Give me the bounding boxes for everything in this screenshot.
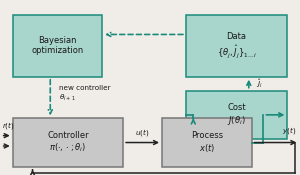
FancyBboxPatch shape bbox=[162, 118, 251, 167]
Text: Data
$\{\theta_j, \hat{J}_j\}_{1\ldots i}$: Data $\{\theta_j, \hat{J}_j\}_{1\ldots i… bbox=[217, 32, 256, 60]
Text: Cost
$J(\theta_i)$: Cost $J(\theta_i)$ bbox=[227, 103, 246, 127]
Text: new controller
$\theta_{i+1}$: new controller $\theta_{i+1}$ bbox=[59, 85, 111, 103]
Text: Bayesian
optimization: Bayesian optimization bbox=[31, 36, 84, 55]
FancyBboxPatch shape bbox=[186, 91, 287, 139]
FancyBboxPatch shape bbox=[13, 15, 102, 77]
Text: Process
$x(t)$: Process $x(t)$ bbox=[191, 131, 223, 154]
Text: $\hat{J}_i$: $\hat{J}_i$ bbox=[256, 77, 263, 90]
FancyBboxPatch shape bbox=[13, 118, 123, 167]
Text: $r(t)$: $r(t)$ bbox=[2, 120, 15, 131]
FancyBboxPatch shape bbox=[186, 15, 287, 77]
Text: $y(t)$: $y(t)$ bbox=[282, 125, 296, 136]
Text: $u(t)$: $u(t)$ bbox=[135, 127, 150, 138]
Text: Controller
$\pi(\cdot,\cdot;\theta_i)$: Controller $\pi(\cdot,\cdot;\theta_i)$ bbox=[47, 131, 89, 154]
